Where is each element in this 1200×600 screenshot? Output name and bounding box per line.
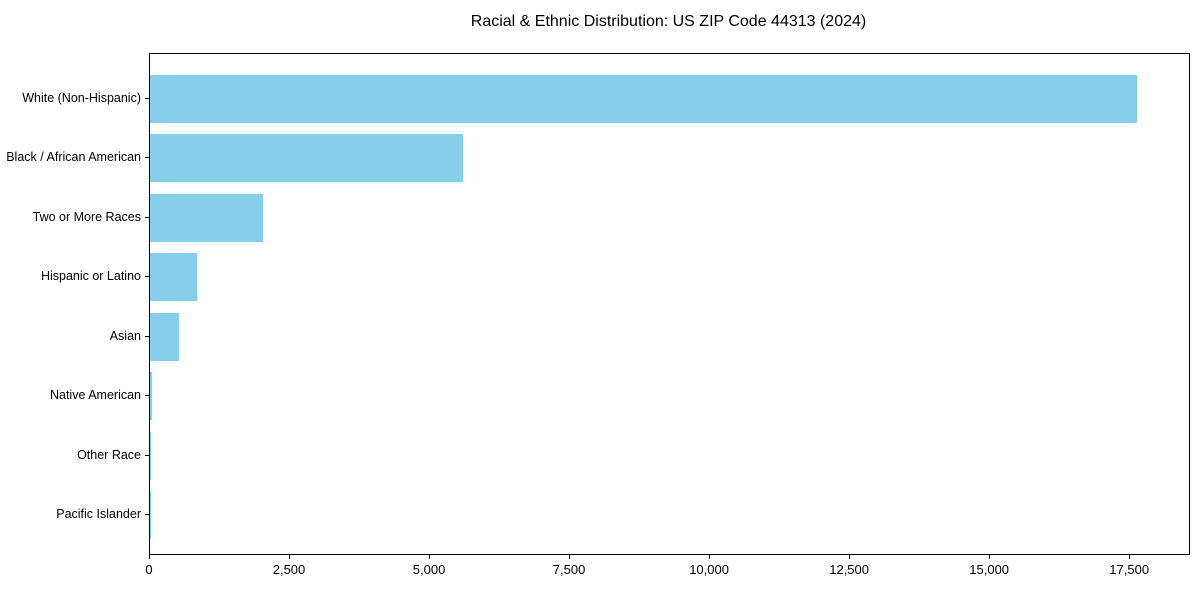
y-tick [145, 514, 149, 516]
y-label-native-american: Native American [49, 388, 141, 403]
x-tick-label: 15,000 [969, 562, 1010, 577]
x-tick [848, 555, 850, 559]
x-tick-label: 7,500 [552, 562, 586, 577]
x-tick-label: 17,500 [1109, 562, 1150, 577]
x-tick [148, 555, 150, 559]
x-tick-label: 12,500 [829, 562, 869, 577]
y-tick [145, 454, 149, 456]
y-label-two-or-more-races: Two or More Races [32, 209, 141, 224]
plot-area [149, 53, 1190, 555]
y-label-pacific-islander: Pacific Islander [56, 507, 141, 522]
y-tick [145, 157, 149, 159]
x-tick [568, 555, 570, 559]
x-tick-label: 5,000 [412, 562, 446, 577]
bar-black-african-american [150, 134, 464, 183]
x-tick [988, 555, 990, 559]
y-tick [145, 335, 149, 337]
y-label-white-non-hispanic: White (Non-Hispanic) [22, 90, 141, 105]
y-tick [145, 97, 149, 99]
x-tick [428, 555, 430, 559]
x-tick-label: 2,500 [272, 562, 306, 577]
bar-white-non-hispanic [150, 74, 1137, 123]
x-tick-label: 10,000 [689, 562, 729, 577]
x-tick [288, 555, 290, 559]
y-tick [145, 216, 149, 218]
y-label-hispanic-or-latino: Hispanic or Latino [40, 269, 141, 284]
bar-asian [150, 312, 179, 361]
x-tick-label: 0 [145, 562, 153, 577]
y-tick [145, 395, 149, 397]
chart-title: Racial & Ethnic Distribution: US ZIP Cod… [470, 13, 867, 30]
y-label-asian: Asian [109, 328, 141, 343]
bar-other-race [150, 431, 151, 480]
y-label-black-african-american: Black / African American [6, 150, 141, 165]
bar-native-american [150, 372, 152, 421]
x-tick [708, 555, 710, 559]
x-tick [1128, 555, 1130, 559]
y-tick [145, 276, 149, 278]
bar-hispanic-or-latino [150, 253, 197, 302]
y-label-other-race: Other Race [77, 447, 141, 462]
bar-two-or-more-races [150, 193, 263, 242]
